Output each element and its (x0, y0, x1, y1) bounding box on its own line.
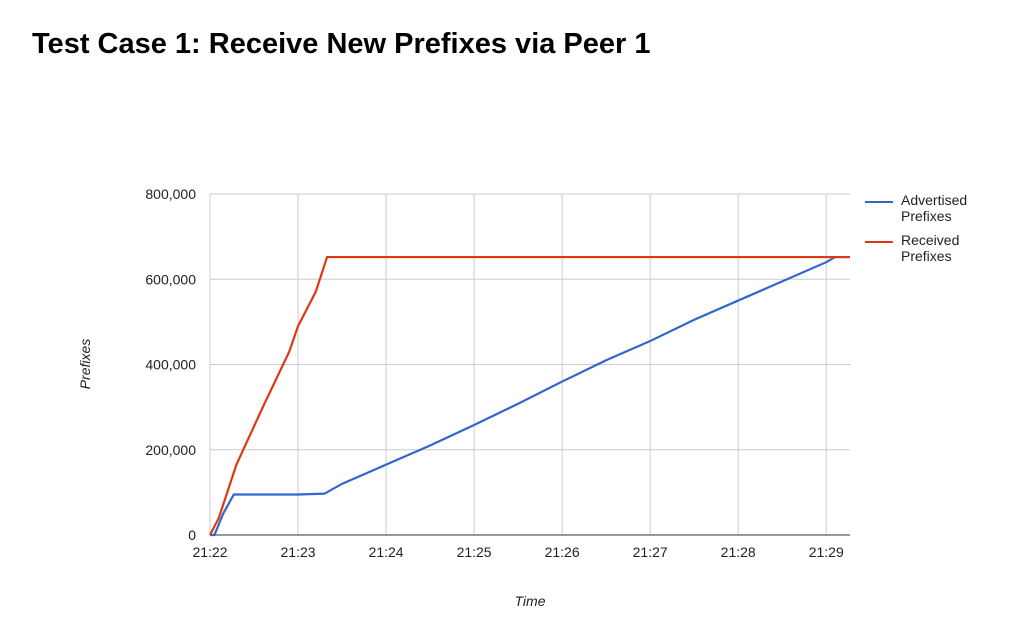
chart-title: Test Case 1: Receive New Prefixes via Pe… (32, 28, 651, 60)
legend-entry: Received Prefixes (865, 232, 995, 264)
legend: Advertised Prefixes Received Prefixes (865, 192, 995, 272)
x-tick-label: 21:22 (192, 544, 227, 560)
y-axis-title: Prefixes (77, 339, 93, 390)
y-tick-label: 0 (188, 527, 196, 543)
x-tick-label: 21:26 (545, 544, 580, 560)
x-tick-label: 21:25 (457, 544, 492, 560)
series-line (210, 255, 850, 537)
legend-entry: Advertised Prefixes (865, 192, 995, 224)
x-tick-label: 21:27 (633, 544, 668, 560)
legend-swatch (865, 201, 893, 203)
x-tick-label: 21:23 (281, 544, 316, 560)
x-tick-label: 21:28 (721, 544, 756, 560)
y-tick-label: 800,000 (145, 186, 196, 202)
y-tick-label: 400,000 (145, 357, 196, 373)
legend-label: Advertised Prefixes (901, 192, 968, 224)
legend-label: Received Prefixes (901, 232, 960, 264)
series-line (209, 255, 850, 536)
y-tick-label: 600,000 (145, 271, 196, 287)
legend-swatch (865, 241, 893, 243)
y-tick-label: 200,000 (145, 442, 196, 458)
x-axis-title: Time (515, 593, 546, 609)
x-tick-label: 21:24 (369, 544, 404, 560)
x-tick-label: 21:29 (809, 544, 844, 560)
